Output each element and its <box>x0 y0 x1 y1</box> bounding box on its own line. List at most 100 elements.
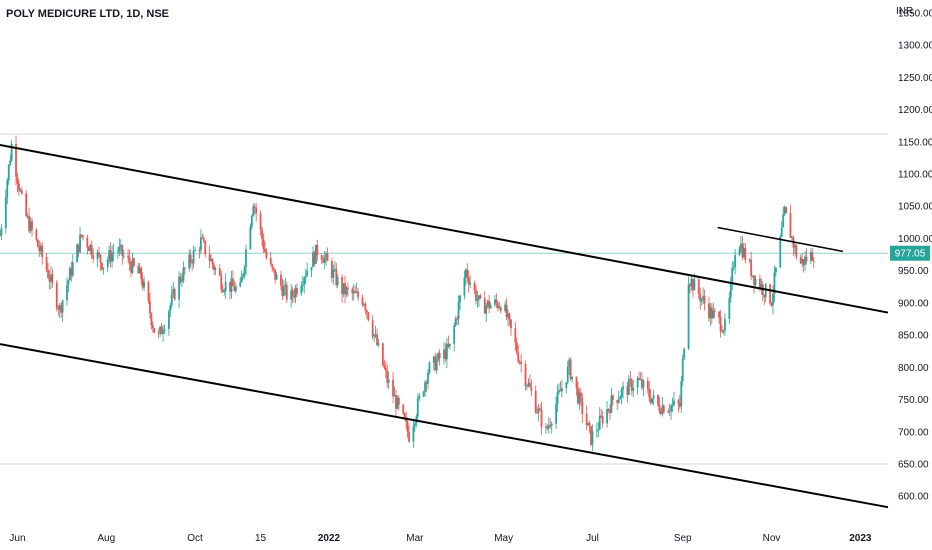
candle <box>121 244 124 265</box>
candle-body <box>55 282 58 309</box>
candle-body <box>301 284 304 286</box>
trendlines[interactable] <box>0 144 889 509</box>
candles <box>0 135 815 452</box>
candle <box>70 261 73 282</box>
candle <box>578 389 581 410</box>
time-axis[interactable]: Jun Aug Oct 15 2022 Mar May Jul Sep Nov 2023 <box>9 533 871 544</box>
candle <box>92 248 95 263</box>
candle <box>479 293 482 300</box>
candle <box>162 324 164 342</box>
candle <box>428 360 431 375</box>
candle <box>189 249 192 268</box>
candle-body <box>536 412 539 414</box>
candle <box>291 286 294 304</box>
candle-body <box>68 268 71 281</box>
candle <box>99 254 102 271</box>
candle <box>751 275 754 278</box>
candle-body <box>189 254 192 263</box>
candle-body <box>591 431 594 445</box>
candle-body <box>374 334 377 336</box>
price-axis[interactable]: 600.00 650.00 700.00 750.00 800.00 850.00 900.… <box>898 8 932 502</box>
candle <box>661 396 664 417</box>
candle-body <box>539 408 541 410</box>
candle-body <box>264 248 266 252</box>
candle-body <box>680 381 683 407</box>
candle-body <box>326 253 329 262</box>
candle-body <box>678 403 681 407</box>
candle <box>494 295 496 307</box>
candle-body <box>769 284 771 304</box>
candle <box>261 226 263 247</box>
candle-body <box>505 304 508 318</box>
candle <box>392 371 394 404</box>
short-resistance-line[interactable] <box>717 226 844 253</box>
lower-channel-line[interactable] <box>0 343 889 509</box>
candle-body <box>791 237 793 239</box>
candle-body <box>577 387 579 404</box>
candle <box>357 287 360 302</box>
candle-body <box>528 382 531 387</box>
candle <box>660 408 662 416</box>
candle <box>620 387 623 405</box>
candle-body <box>108 250 111 260</box>
candle <box>147 280 150 304</box>
candle <box>239 277 242 288</box>
candle-body <box>204 240 207 255</box>
candle <box>581 392 584 423</box>
candle <box>361 294 364 308</box>
candle-body <box>28 215 31 232</box>
candle <box>118 238 121 257</box>
candle-body <box>463 277 466 296</box>
candle-body <box>341 277 343 295</box>
candle-body <box>673 400 675 405</box>
candle <box>799 254 802 264</box>
candle-body <box>812 260 815 262</box>
candle <box>240 270 243 283</box>
candle <box>198 246 201 259</box>
candle <box>517 344 520 364</box>
y-tick-label: 900.00 <box>898 298 929 309</box>
candle <box>591 424 594 452</box>
candle-body <box>230 278 233 292</box>
candle-body <box>405 419 408 422</box>
upper-channel-line[interactable] <box>0 144 889 314</box>
candle <box>137 262 140 274</box>
candle-body <box>384 367 387 371</box>
candle <box>323 251 326 270</box>
candle <box>617 390 620 405</box>
y-tick-label: 1050.00 <box>898 202 932 213</box>
candle <box>96 249 99 268</box>
candle-body <box>208 254 211 261</box>
candle <box>41 241 44 265</box>
candle-body <box>556 392 559 404</box>
candle <box>201 233 204 240</box>
candle <box>558 383 560 395</box>
candle-body <box>51 274 54 283</box>
candle <box>204 240 207 258</box>
candle <box>677 398 680 413</box>
candle <box>16 172 19 193</box>
candle <box>326 247 329 262</box>
candle <box>341 274 343 303</box>
candle <box>149 292 151 319</box>
candle-body <box>630 379 633 391</box>
candle-body <box>157 332 160 334</box>
y-tick-label: 600.00 <box>898 492 929 503</box>
candle-body <box>575 376 578 388</box>
candle-body <box>147 281 150 301</box>
candle-body <box>101 262 103 270</box>
candle <box>702 287 705 305</box>
candle-body <box>712 310 715 319</box>
candle-body <box>722 330 725 333</box>
candle-body <box>167 311 170 330</box>
candle <box>76 242 79 263</box>
candle <box>355 282 358 294</box>
candle-body <box>160 326 163 334</box>
candle <box>530 379 533 397</box>
candle-body <box>569 359 572 380</box>
candle <box>0 224 3 240</box>
candle-body <box>383 365 386 368</box>
candle-body <box>363 303 365 305</box>
candle <box>537 404 540 422</box>
